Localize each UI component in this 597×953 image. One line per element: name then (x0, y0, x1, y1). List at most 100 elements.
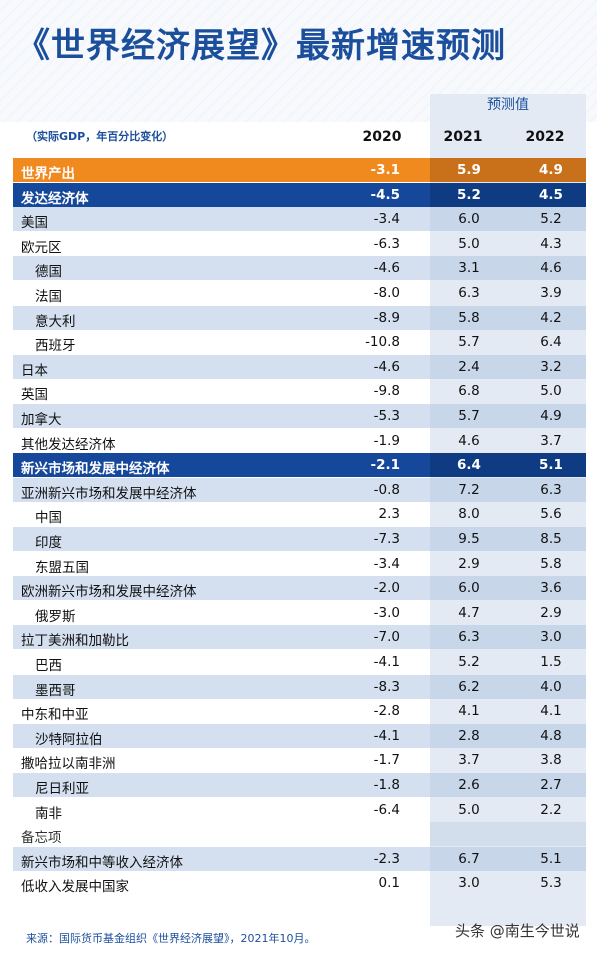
table-row: 备忘项 (13, 822, 586, 847)
value-2020: -2.0 (373, 580, 400, 597)
forecast-cell-background (430, 600, 586, 625)
unit-note: （实际GDP，年百分比变化） (26, 130, 174, 143)
table-row: 意大利 -8.9 5.8 4.2 (13, 305, 586, 330)
value-2022: 4.9 (540, 408, 562, 424)
value-2021: 5.7 (458, 408, 480, 424)
value-2021: 4.6 (458, 432, 480, 449)
forecast-cell-background (430, 822, 586, 847)
value-2022: 3.0 (540, 629, 562, 646)
table-row: 印度 -7.3 9.5 8.5 (13, 527, 586, 551)
value-2020: -8.3 (373, 678, 400, 695)
forecast-cell-background (430, 797, 586, 822)
forecast-cell-background (430, 354, 586, 379)
value-2021: 2.8 (458, 727, 480, 744)
row-label: 法国 (35, 289, 62, 305)
value-2021: 5.2 (458, 654, 480, 670)
value-2021: 4.7 (458, 604, 480, 621)
value-2022: 4.3 (540, 235, 562, 252)
year-header-2021: 2021 (443, 129, 483, 145)
row-label: 德国 (35, 264, 62, 281)
forecast-cell-background (430, 846, 586, 871)
value-2022: 4.0 (540, 678, 562, 695)
year-header-2022: 2022 (525, 129, 565, 145)
value-2022: 6.3 (540, 481, 562, 498)
forecast-cell-background (430, 477, 586, 502)
value-2021: 3.0 (458, 875, 480, 892)
chart-title: 《世界经济展望》最新增速预测 (16, 26, 506, 66)
value-2021: 6.2 (458, 678, 480, 695)
value-2022: 2.2 (540, 801, 562, 818)
table-row: 加拿大 -5.3 5.7 4.9 (13, 404, 586, 428)
table-row: 世界产出 -3.1 5.9 4.9 (13, 158, 586, 182)
row-label: 中国 (35, 510, 62, 527)
value-2022: 3.6 (540, 580, 562, 597)
value-2021: 6.0 (458, 211, 480, 228)
row-label: 印度 (35, 535, 62, 551)
forecast-cell-background (430, 699, 586, 724)
table-row: 低收入发展中国家 0.1 3.0 5.3 (13, 871, 586, 896)
row-label: 美国 (21, 215, 48, 232)
table-row: 发达经济体 -4.5 5.2 4.5 (13, 182, 586, 207)
row-label: 其他发达经济体 (21, 436, 116, 453)
row-label: 欧洲新兴市场和发展中经济体 (21, 584, 197, 601)
forecast-cell-background (430, 305, 586, 330)
value-2020: -2.3 (373, 850, 400, 867)
row-label: 南非 (35, 805, 62, 822)
row-label: 中东和中亚 (21, 707, 89, 724)
value-2022: 4.9 (539, 162, 563, 178)
value-2021: 6.4 (457, 457, 481, 474)
value-2022: 4.2 (540, 309, 562, 326)
value-2020: -3.4 (373, 211, 400, 228)
value-2020: -3.1 (370, 162, 400, 178)
row-label: 意大利 (35, 313, 76, 330)
table-row: 巴西 -4.1 5.2 1.5 (13, 650, 586, 674)
row-label: 亚洲新兴市场和发展中经济体 (21, 485, 197, 502)
forecast-cell-background (430, 158, 586, 182)
table-row: 日本 -4.6 2.4 3.2 (13, 354, 586, 379)
value-2021: 5.9 (457, 162, 481, 178)
value-2022: 5.8 (540, 555, 562, 572)
table-row: 墨西哥 -8.3 6.2 4.0 (13, 674, 586, 699)
row-label: 西班牙 (35, 338, 76, 355)
forecast-cell-background (430, 379, 586, 404)
value-2022: 5.1 (540, 850, 562, 867)
value-2021: 5.8 (458, 309, 480, 326)
value-2020: -3.0 (373, 604, 400, 621)
value-2020: -2.8 (373, 703, 400, 720)
value-2020: -1.9 (373, 432, 400, 449)
forecast-label: 预测值 (487, 97, 529, 113)
value-2021: 5.0 (458, 235, 480, 252)
value-2020: -4.1 (373, 654, 400, 670)
value-2021: 4.1 (458, 703, 480, 720)
forecast-cell-background (430, 625, 586, 650)
value-2020: -6.3 (373, 235, 400, 252)
table-row: 尼日利亚 -1.8 2.6 2.7 (13, 773, 586, 797)
value-2021: 7.2 (458, 481, 480, 498)
forecast-cell-background (430, 330, 586, 355)
value-2022: 2.9 (540, 604, 562, 621)
value-2022: 5.6 (540, 506, 562, 523)
table-row: 拉丁美洲和加勒比 -7.0 6.3 3.0 (13, 625, 586, 650)
forecast-cell-background (430, 404, 586, 428)
value-2020: 0.1 (378, 875, 400, 892)
value-2020: -7.3 (373, 531, 400, 547)
value-2020: -3.4 (373, 555, 400, 572)
value-2020: -4.1 (373, 727, 400, 744)
table-row: 中东和中亚 -2.8 4.1 4.1 (13, 699, 586, 724)
row-label: 欧元区 (21, 239, 62, 256)
value-2021: 6.3 (458, 629, 480, 646)
table-row: 亚洲新兴市场和发展中经济体 -0.8 7.2 6.3 (13, 477, 586, 502)
forecast-cell-background (430, 576, 586, 601)
table-row: 英国 -9.8 6.8 5.0 (13, 379, 586, 404)
row-label: 沙特阿拉伯 (35, 731, 103, 748)
value-2020: -6.4 (373, 801, 400, 818)
table-row: 其他发达经济体 -1.9 4.6 3.7 (13, 428, 586, 453)
value-2022: 4.6 (540, 260, 562, 277)
forecast-cell-background (430, 748, 586, 773)
value-2021: 2.6 (458, 777, 480, 793)
table-row: 东盟五国 -3.4 2.9 5.8 (13, 551, 586, 576)
value-2022: 5.0 (540, 383, 562, 400)
row-label: 拉丁美洲和加勒比 (21, 633, 129, 650)
row-label: 俄罗斯 (35, 608, 76, 625)
value-2020: -7.0 (373, 629, 400, 646)
